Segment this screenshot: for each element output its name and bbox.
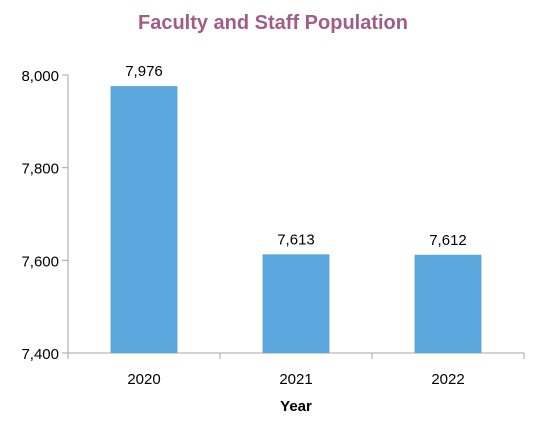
y-tick-label: 7,600 <box>21 253 59 270</box>
y-tick-label: 8,000 <box>21 68 59 85</box>
bars <box>110 86 482 354</box>
data-label-2022: 7,612 <box>429 232 467 249</box>
bar-2020 <box>110 86 178 354</box>
x-axis: 2020 2021 2022 <box>67 352 525 388</box>
bar-2021 <box>262 254 330 353</box>
data-label-2020: 7,976 <box>125 63 163 80</box>
bar-2022 <box>414 254 482 353</box>
x-tick-label: 2020 <box>127 371 160 388</box>
chart-title: Faculty and Staff Population <box>138 12 408 34</box>
x-tick-label: 2021 <box>279 371 312 388</box>
y-tick-label: 7,400 <box>21 346 59 363</box>
data-labels: 7,976 7,613 7,612 <box>125 63 467 249</box>
y-tick-label: 7,800 <box>21 161 59 178</box>
y-axis: 7,400 7,600 7,800 8,000 <box>21 68 69 363</box>
x-tick-label: 2022 <box>431 371 464 388</box>
x-axis-title: Year <box>280 398 312 415</box>
data-label-2021: 7,613 <box>277 231 315 248</box>
